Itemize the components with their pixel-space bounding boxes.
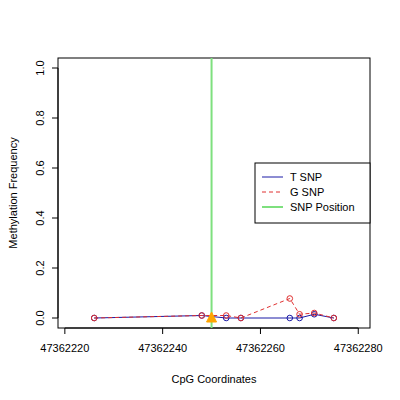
legend-label: G SNP — [290, 186, 324, 198]
series-point — [331, 315, 337, 321]
y-tick-label: 0.6 — [34, 160, 46, 175]
series-point — [91, 315, 97, 321]
series-point — [287, 296, 293, 302]
series-point — [238, 315, 244, 321]
series-point — [331, 315, 337, 321]
y-axis-label: Methylation Frequency — [7, 137, 19, 249]
legend-swatch — [262, 206, 283, 208]
y-tick — [52, 318, 58, 319]
snp-line — [211, 58, 213, 328]
legend-label: T SNP — [290, 171, 322, 183]
x-tick-label: 47362280 — [334, 342, 383, 354]
y-tick — [52, 268, 58, 269]
series-point — [223, 313, 229, 319]
legend: T SNP G SNP SNP Position — [255, 163, 370, 223]
legend-box — [255, 163, 370, 223]
y-tick-label: 0.2 — [34, 260, 46, 275]
series-point — [91, 315, 97, 321]
series-point — [199, 313, 205, 319]
y-tick — [52, 118, 58, 119]
series-point — [311, 310, 317, 316]
y-tick-label: 0.4 — [34, 210, 46, 225]
series-point — [287, 315, 293, 321]
plot-frame — [58, 58, 370, 328]
y-tick — [52, 218, 58, 219]
x-tick — [260, 328, 261, 334]
y-tick — [52, 168, 58, 169]
x-tick — [162, 328, 163, 334]
legend-label: SNP Position — [290, 201, 355, 213]
x-tick — [358, 328, 359, 334]
x-tick-label: 47362220 — [40, 342, 89, 354]
x-tick-label: 47362240 — [138, 342, 187, 354]
y-tick-label: 0.0 — [34, 310, 46, 325]
series-point — [238, 315, 244, 321]
y-axis — [58, 68, 59, 318]
plot-area — [91, 58, 336, 328]
x-tick — [64, 328, 65, 334]
series-line — [94, 299, 334, 319]
y-tick-label: 0.8 — [34, 110, 46, 125]
series-point — [297, 311, 303, 317]
y-tick — [52, 68, 58, 69]
chart: 47362220 47362240 47362260 47362280 0.0 0.2 0.… — [0, 0, 400, 400]
series-point — [199, 313, 205, 319]
y-tick-label: 1.0 — [34, 60, 46, 75]
legend-swatch — [262, 177, 283, 178]
x-tick-label: 47362260 — [236, 342, 285, 354]
legend-swatch — [262, 192, 283, 193]
x-axis-label: CpG Coordinates — [172, 373, 257, 385]
snp-marker — [207, 312, 217, 322]
